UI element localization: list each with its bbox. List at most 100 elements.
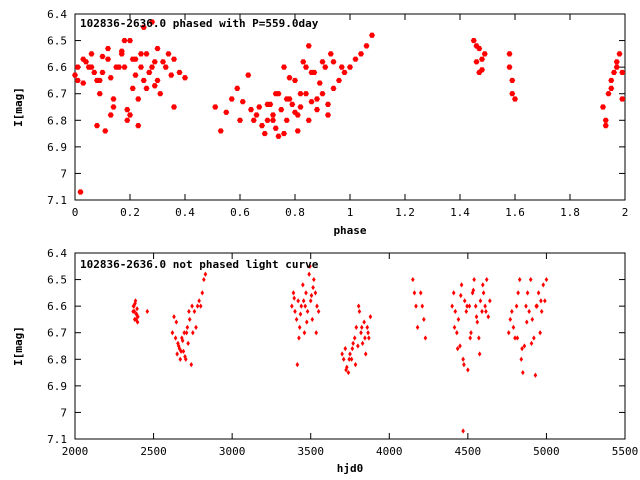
unphased-data-point <box>480 282 485 288</box>
phased-data-point <box>264 117 271 123</box>
unphased-data-point <box>470 290 475 296</box>
phased-data-point <box>358 51 364 57</box>
unphased-data-point <box>360 340 365 346</box>
phased-data-point <box>127 112 133 118</box>
unphased-data-point <box>314 330 319 336</box>
phased-data-point <box>509 77 516 84</box>
phased-y-tick-label: 7.1 <box>47 194 67 207</box>
phased-x-tick-label: 1.2 <box>395 206 415 219</box>
unphased-data-point <box>344 367 348 373</box>
unphased-data-point <box>200 290 205 296</box>
phased-data-point <box>613 64 620 70</box>
unphased-data-point <box>309 292 314 299</box>
phased-data-point <box>481 51 488 57</box>
phased-data-point <box>600 104 606 110</box>
phased-data-point <box>88 51 95 57</box>
unphased-data-point <box>184 330 189 336</box>
unphased-x-tick-label: 5000 <box>533 445 560 458</box>
phased-data-point <box>237 117 243 123</box>
unphased-data-point <box>177 346 182 352</box>
unphased-data-point <box>145 308 150 315</box>
unphased-data-point <box>366 330 370 336</box>
phased-data-point <box>154 77 161 84</box>
unphased-x-tick-label: 2500 <box>140 445 167 458</box>
phased-data-point <box>325 112 331 118</box>
phased-data-point <box>308 99 315 105</box>
phased-light-curve-panel: 0 0.2 0.4 0.6 0.8 1 1.2 1.4 1.6 1.8 2 6.4 6.5 6.6 6.7 6… <box>12 8 628 237</box>
phased-data-point <box>605 91 612 97</box>
unphased-data-point <box>341 356 346 362</box>
unphased-data-point <box>359 330 363 336</box>
unphased-light-curve-panel: 2000 2500 3000 3500 4000 4500 5000 5500 6.4 6.5 6.… <box>12 247 638 475</box>
phased-data-point <box>96 91 103 97</box>
unphased-data-point <box>543 298 547 304</box>
phased-x-tick-label: 1.4 <box>450 206 470 219</box>
unphased-data-point <box>468 335 473 341</box>
unphased-data-point <box>474 314 479 320</box>
unphased-x-axis-label: hjd0 <box>337 462 364 475</box>
phased-data-point <box>602 117 609 123</box>
unphased-data-point <box>304 319 309 325</box>
phased-data-point <box>611 69 617 76</box>
phased-data-point <box>72 72 78 78</box>
unphased-data-point <box>183 356 188 362</box>
phased-data-point <box>616 51 623 57</box>
phased-data-point <box>151 83 158 89</box>
unphased-data-point <box>179 348 183 354</box>
unphased-data-point <box>181 348 186 354</box>
unphased-data-point <box>539 308 544 315</box>
phased-data-point <box>479 67 485 73</box>
phased-data-point <box>305 43 312 49</box>
phased-data-point <box>99 69 106 76</box>
phased-data-point <box>129 56 136 62</box>
phased-y-tick-label: 6.7 <box>47 88 67 101</box>
unphased-data-point <box>172 314 176 320</box>
unphased-data-point <box>458 343 462 349</box>
phased-data-point <box>476 45 483 52</box>
phased-data-point <box>292 109 298 115</box>
unphased-data-point <box>307 271 311 277</box>
unphased-data-point <box>472 276 476 283</box>
unphased-data-point <box>178 356 183 362</box>
phased-data-point <box>352 56 359 62</box>
unphased-data-point <box>351 340 355 346</box>
phased-data-point <box>256 104 263 110</box>
unphased-data-point <box>456 316 461 323</box>
phased-x-tick-label: 1.6 <box>505 206 525 219</box>
unphased-data-point <box>536 290 541 296</box>
unphased-data-point <box>304 290 308 296</box>
unphased-plot-frame <box>74 252 626 440</box>
phased-data-point <box>325 101 331 107</box>
unphased-data-point <box>345 364 349 370</box>
unphased-data-point <box>352 335 357 341</box>
unphased-data-point <box>290 303 294 309</box>
unphased-data-point <box>202 276 206 283</box>
unphased-data-point <box>422 316 426 323</box>
unphased-data-point <box>484 308 488 315</box>
unphased-data-point <box>530 316 535 323</box>
phased-data-point <box>608 77 615 84</box>
unphased-data-point <box>519 356 524 362</box>
unphased-data-point <box>412 290 417 296</box>
phased-data-point <box>327 51 334 57</box>
phased-data-point <box>168 72 175 78</box>
unphased-y-axis-label: I[mag] <box>12 326 25 366</box>
phased-x-tick-label: 1.8 <box>560 206 580 219</box>
unphased-data-point <box>185 324 190 330</box>
unphased-data-point <box>484 276 489 283</box>
unphased-data-point <box>347 356 352 362</box>
phased-data-point <box>127 37 133 44</box>
phased-data-point <box>176 69 183 76</box>
phased-data-point <box>619 96 626 102</box>
phased-data-point <box>91 69 98 76</box>
phased-data-point <box>330 85 337 91</box>
unphased-data-point <box>513 335 517 341</box>
phased-data-point <box>509 91 516 97</box>
unphased-data-point <box>520 346 524 352</box>
unphased-data-point <box>465 303 469 309</box>
unphased-data-point <box>521 369 525 376</box>
unphased-data-point <box>298 311 303 317</box>
unphased-data-point <box>455 330 459 336</box>
phased-data-point <box>314 107 320 113</box>
